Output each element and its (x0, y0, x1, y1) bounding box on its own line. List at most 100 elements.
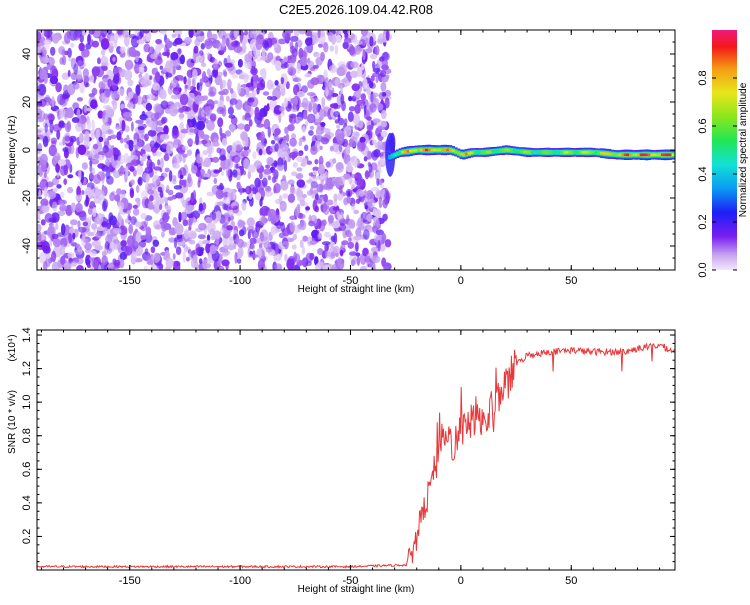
noise-blob (87, 264, 91, 268)
noise-blob (304, 73, 312, 78)
noise-blob (91, 167, 96, 176)
noise-blob (52, 201, 58, 212)
noise-blob (67, 174, 74, 179)
noise-blob (321, 97, 326, 108)
noise-blob (363, 77, 368, 90)
noise-blob (264, 41, 270, 51)
signal-track-segment (645, 153, 649, 157)
noise-blob (259, 231, 264, 242)
noise-blob (354, 104, 361, 114)
noise-blob (379, 156, 386, 165)
noise-blob (193, 254, 198, 264)
noise-blob (202, 258, 212, 270)
noise-blob (270, 140, 276, 145)
noise-blob (262, 148, 267, 156)
noise-blob (375, 171, 381, 181)
x-tick-label: 50 (565, 575, 577, 587)
signal-track-segment (578, 151, 583, 154)
noise-blob (301, 194, 307, 198)
noise-blob (101, 221, 108, 228)
noise-blob (145, 117, 150, 125)
noise-blob (350, 61, 359, 69)
noise-blob (306, 115, 315, 122)
noise-blob (372, 60, 376, 70)
noise-blob (133, 208, 140, 216)
noise-blob (97, 163, 106, 169)
signal-track-segment (528, 151, 532, 154)
noise-blob (170, 51, 179, 61)
noise-blob (38, 189, 42, 201)
x-tick-label: -100 (229, 275, 251, 287)
spectrogram-y-ticks: -40 -20 0 20 40 (21, 29, 675, 271)
noise-blob (252, 79, 258, 89)
noise-blob (359, 265, 368, 270)
noise-blob (117, 201, 125, 211)
signal-track-segment (584, 151, 588, 154)
noise-blob (81, 190, 85, 195)
noise-blob (305, 30, 313, 37)
noise-blob (311, 229, 319, 239)
noise-blob (368, 163, 373, 173)
noise-blob (205, 216, 213, 224)
noise-blob (262, 177, 268, 187)
noise-blob (218, 167, 223, 173)
noise-blob (87, 207, 93, 215)
noise-blob (298, 102, 308, 108)
noise-blob (218, 60, 222, 67)
noise-blob (283, 160, 288, 172)
noise-blob (336, 211, 340, 217)
noise-blob (117, 212, 121, 223)
noise-blob (289, 137, 297, 147)
signal-track-segment (396, 152, 400, 155)
noise-blob (377, 164, 382, 172)
noise-blob (329, 145, 334, 152)
noise-blob (217, 117, 224, 128)
noise-blob (222, 69, 227, 76)
noise-blob (372, 118, 381, 123)
noise-blob (102, 110, 106, 120)
noise-blob (374, 45, 380, 56)
noise-blob (128, 46, 136, 58)
noise-blob (369, 103, 377, 113)
signal-track-segment (602, 152, 606, 155)
noise-blob (249, 254, 259, 259)
signal-track-segment (621, 153, 625, 157)
noise-blob (296, 179, 306, 188)
noise-blob (187, 138, 194, 145)
noise-blob (197, 179, 201, 188)
noise-blob (89, 164, 93, 173)
signal-track-segment (647, 153, 651, 156)
noise-blob (227, 106, 234, 116)
colorbar-label: Normalized spectral amplitude (738, 82, 749, 217)
spectrogram-panel: -150 -100 -50 0 50 -40 -20 0 20 40 Height of str… (7, 29, 676, 295)
signal-track-segment (531, 151, 535, 154)
snr-x-ticks: -150 -100 -50 0 50 (40, 330, 661, 587)
y-tick-label: 0.4 (21, 495, 33, 510)
noise-blob (172, 59, 181, 67)
noise-blob (336, 124, 340, 129)
noise-blob (275, 60, 282, 71)
noise-blob (216, 185, 225, 191)
noise-blob (337, 256, 342, 267)
noise-blob (58, 46, 66, 55)
noise-blob (237, 220, 246, 228)
noise-blob (137, 176, 143, 186)
signal-track-segment (568, 151, 572, 154)
noise-blob (339, 249, 344, 256)
noise-blob (226, 225, 233, 231)
noise-blob (372, 72, 380, 77)
noise-blob (193, 45, 199, 54)
noise-blob (159, 168, 163, 173)
noise-blob (218, 30, 227, 40)
colorbar-tick-label: 0.8 (697, 70, 709, 85)
noise-blob (330, 251, 336, 259)
noise-blob (70, 42, 75, 48)
noise-blob (102, 200, 107, 212)
noise-blob (369, 53, 378, 60)
noise-blob (130, 179, 135, 186)
noise-blob (42, 136, 49, 148)
noise-blob (372, 67, 381, 73)
signal-track-segment (607, 152, 612, 156)
noise-blob (155, 38, 163, 45)
noise-blob (55, 82, 62, 93)
